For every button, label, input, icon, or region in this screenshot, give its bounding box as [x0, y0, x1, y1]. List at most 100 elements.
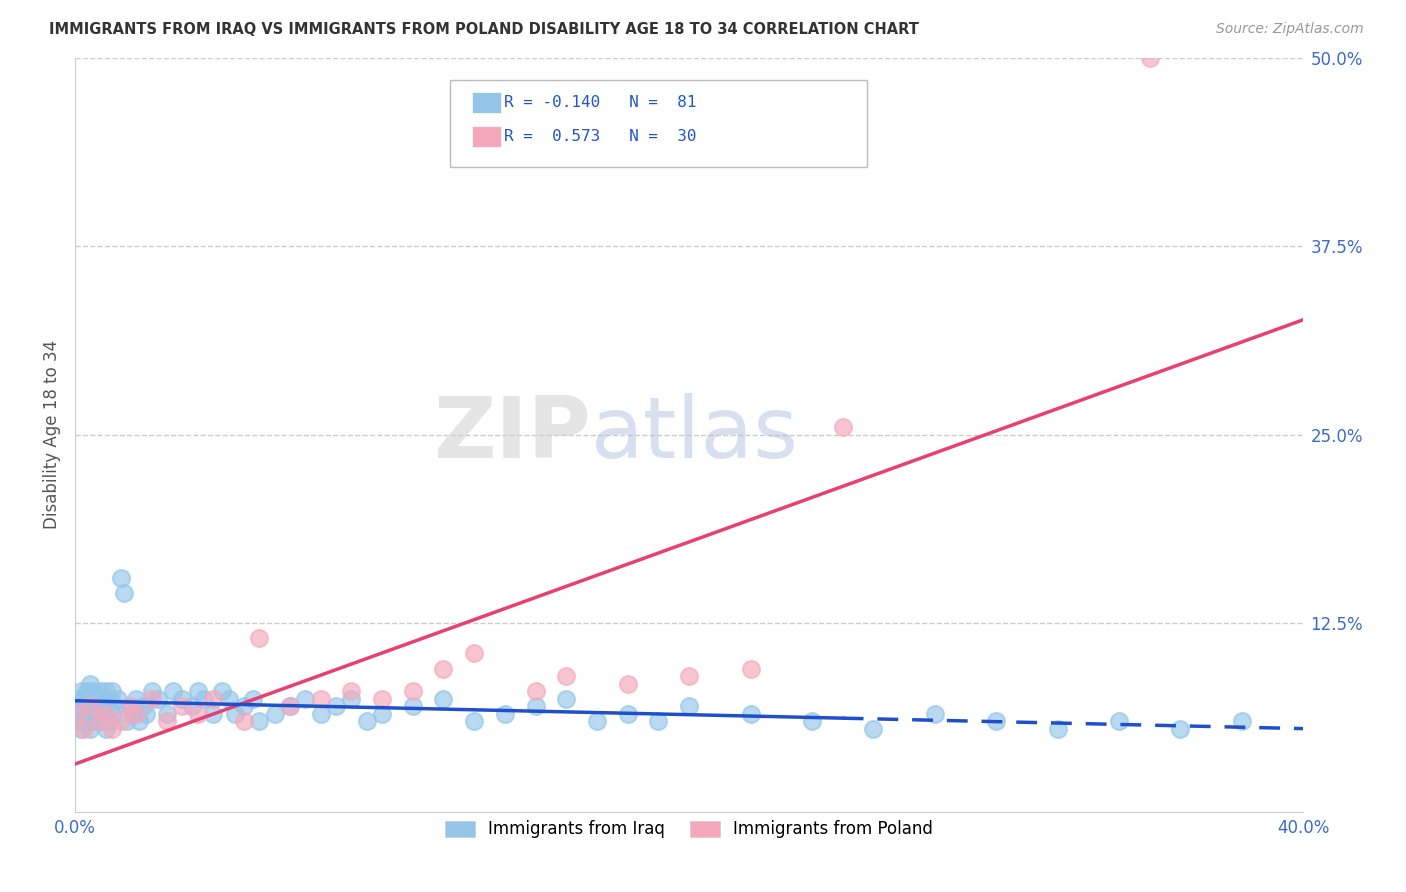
Point: [172, 699, 194, 714]
Point: [125, 706, 148, 721]
Point: [125, 691, 148, 706]
Point: [278, 699, 301, 714]
Point: [740, 662, 762, 676]
Point: [82, 714, 104, 729]
Point: [463, 647, 485, 661]
Point: [193, 691, 215, 706]
FancyBboxPatch shape: [450, 80, 868, 167]
Point: [97, 714, 120, 729]
Point: [141, 691, 163, 706]
Point: [524, 699, 547, 714]
Point: [131, 699, 153, 714]
Point: [91, 706, 114, 721]
Point: [86, 691, 108, 706]
Point: [278, 699, 301, 714]
Point: [247, 714, 270, 729]
Point: [110, 571, 132, 585]
Point: [801, 714, 824, 729]
Point: [70, 722, 93, 736]
Point: [242, 691, 264, 706]
Point: [986, 714, 1008, 729]
Point: [91, 691, 114, 706]
Point: [232, 714, 254, 729]
Point: [678, 699, 700, 714]
Point: [616, 706, 638, 721]
Point: [79, 699, 101, 714]
Point: [101, 684, 124, 698]
Point: [924, 706, 946, 721]
Point: [89, 684, 111, 698]
Point: [79, 691, 101, 706]
Text: R =  0.573   N =  30: R = 0.573 N = 30: [505, 129, 697, 145]
Point: [211, 684, 233, 698]
Point: [67, 714, 90, 729]
Point: [120, 699, 142, 714]
Point: [172, 691, 194, 706]
Text: Source: ZipAtlas.com: Source: ZipAtlas.com: [1216, 22, 1364, 37]
Point: [112, 586, 135, 600]
Point: [70, 684, 93, 698]
Point: [187, 706, 209, 721]
Point: [371, 691, 394, 706]
Text: R = -0.140   N =  81: R = -0.140 N = 81: [505, 95, 697, 111]
Text: IMMIGRANTS FROM IRAQ VS IMMIGRANTS FROM POLAND DISABILITY AGE 18 TO 34 CORRELATI: IMMIGRANTS FROM IRAQ VS IMMIGRANTS FROM …: [49, 22, 920, 37]
Point: [1108, 714, 1130, 729]
Point: [115, 714, 138, 729]
Point: [309, 706, 332, 721]
Point: [94, 722, 117, 736]
Point: [202, 691, 225, 706]
Point: [156, 706, 179, 721]
Point: [101, 706, 124, 721]
Text: ZIP: ZIP: [433, 393, 591, 476]
Point: [94, 684, 117, 698]
Point: [94, 706, 117, 721]
Point: [135, 706, 157, 721]
Point: [180, 699, 202, 714]
Legend: Immigrants from Iraq, Immigrants from Poland: Immigrants from Iraq, Immigrants from Po…: [439, 814, 941, 845]
Point: [740, 706, 762, 721]
Point: [67, 706, 90, 721]
Point: [122, 706, 145, 721]
Point: [402, 684, 425, 698]
Point: [356, 714, 378, 729]
Point: [79, 676, 101, 690]
Point: [678, 669, 700, 683]
Point: [202, 706, 225, 721]
Point: [432, 662, 454, 676]
Point: [89, 714, 111, 729]
Point: [432, 691, 454, 706]
Point: [120, 699, 142, 714]
Point: [156, 714, 179, 729]
Point: [831, 420, 853, 434]
Bar: [472, 93, 501, 113]
Point: [73, 691, 96, 706]
Point: [101, 722, 124, 736]
Point: [86, 706, 108, 721]
Point: [187, 684, 209, 698]
Point: [294, 691, 316, 706]
Point: [67, 691, 90, 706]
Point: [524, 684, 547, 698]
Point: [1230, 714, 1253, 729]
Point: [70, 706, 93, 721]
Point: [1139, 51, 1161, 65]
Point: [104, 699, 127, 714]
Point: [402, 699, 425, 714]
Point: [128, 714, 150, 729]
Point: [1046, 722, 1069, 736]
Point: [218, 691, 240, 706]
Point: [325, 699, 347, 714]
Point: [862, 722, 884, 736]
Point: [110, 714, 132, 729]
Point: [371, 706, 394, 721]
Point: [340, 691, 363, 706]
Point: [107, 691, 129, 706]
Point: [82, 699, 104, 714]
Point: [555, 691, 578, 706]
Point: [97, 691, 120, 706]
Point: [162, 684, 184, 698]
Point: [1170, 722, 1192, 736]
Point: [73, 699, 96, 714]
Point: [494, 706, 516, 721]
Point: [73, 714, 96, 729]
